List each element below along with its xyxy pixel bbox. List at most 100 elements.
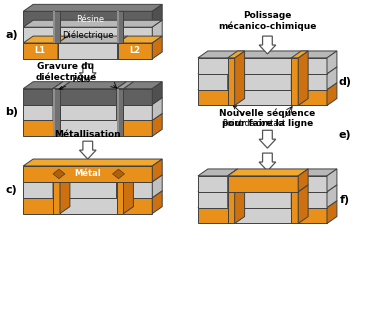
Polygon shape (235, 67, 301, 74)
Polygon shape (124, 89, 152, 105)
Polygon shape (23, 191, 68, 198)
Text: e): e) (338, 130, 351, 140)
Polygon shape (152, 159, 162, 182)
Polygon shape (53, 11, 55, 43)
Polygon shape (259, 130, 276, 148)
Text: Point de contact: Point de contact (223, 106, 285, 128)
Polygon shape (327, 185, 337, 208)
Polygon shape (116, 89, 119, 136)
Polygon shape (152, 97, 162, 120)
Polygon shape (198, 58, 327, 74)
Polygon shape (23, 198, 58, 214)
Text: d): d) (338, 77, 351, 87)
Polygon shape (235, 185, 244, 224)
Polygon shape (228, 67, 238, 90)
Text: Polissage
mécanico-chimique: Polissage mécanico-chimique (218, 11, 316, 31)
Polygon shape (23, 113, 68, 120)
Polygon shape (124, 182, 152, 198)
Text: Nouvelle séquence
pour faire la ligne: Nouvelle séquence pour faire la ligne (219, 109, 316, 128)
Polygon shape (117, 113, 127, 136)
Polygon shape (23, 175, 63, 182)
Polygon shape (233, 208, 292, 224)
Polygon shape (327, 51, 337, 74)
Polygon shape (124, 105, 152, 120)
Polygon shape (116, 97, 127, 120)
Polygon shape (152, 191, 162, 214)
Polygon shape (292, 83, 337, 90)
Polygon shape (53, 82, 63, 105)
Polygon shape (228, 58, 235, 106)
Polygon shape (124, 82, 162, 89)
Polygon shape (152, 4, 162, 27)
Polygon shape (58, 191, 68, 214)
Polygon shape (327, 169, 337, 192)
Polygon shape (53, 169, 65, 179)
Polygon shape (116, 11, 124, 43)
Polygon shape (298, 185, 308, 224)
Polygon shape (152, 175, 162, 198)
Polygon shape (233, 83, 243, 106)
Polygon shape (198, 169, 238, 176)
Text: c): c) (5, 185, 17, 195)
Polygon shape (198, 74, 228, 90)
Polygon shape (58, 120, 117, 136)
Polygon shape (198, 185, 238, 192)
Polygon shape (198, 201, 243, 208)
Polygon shape (23, 27, 152, 43)
Polygon shape (152, 36, 162, 59)
Polygon shape (117, 191, 127, 214)
Polygon shape (116, 82, 127, 105)
Polygon shape (198, 67, 238, 74)
Polygon shape (23, 159, 162, 166)
Polygon shape (53, 82, 70, 89)
Polygon shape (233, 90, 292, 106)
Polygon shape (228, 185, 238, 208)
Polygon shape (23, 166, 152, 182)
Polygon shape (228, 51, 244, 58)
Polygon shape (235, 51, 244, 106)
Polygon shape (298, 169, 337, 176)
Polygon shape (23, 4, 162, 11)
Polygon shape (298, 67, 337, 74)
Polygon shape (152, 82, 162, 105)
Polygon shape (58, 198, 117, 214)
Polygon shape (298, 74, 327, 90)
Polygon shape (23, 36, 68, 43)
Polygon shape (116, 11, 119, 43)
Polygon shape (152, 20, 162, 43)
Text: Gravure du
diélectrique: Gravure du diélectrique (35, 62, 97, 82)
Polygon shape (23, 105, 53, 120)
Polygon shape (60, 105, 116, 120)
Polygon shape (116, 175, 127, 198)
Polygon shape (23, 89, 53, 105)
Polygon shape (117, 43, 152, 59)
Polygon shape (23, 97, 63, 105)
Polygon shape (235, 192, 291, 208)
Polygon shape (228, 169, 308, 176)
Text: a): a) (5, 30, 18, 40)
Polygon shape (292, 83, 302, 106)
Polygon shape (60, 182, 116, 198)
Polygon shape (117, 120, 152, 136)
Text: b): b) (5, 108, 18, 117)
Polygon shape (233, 201, 243, 224)
Polygon shape (23, 120, 58, 136)
Polygon shape (298, 192, 327, 208)
Polygon shape (58, 113, 68, 136)
Polygon shape (23, 11, 152, 27)
Polygon shape (117, 113, 162, 120)
Polygon shape (228, 169, 238, 192)
Polygon shape (53, 11, 60, 43)
Polygon shape (116, 89, 124, 136)
Polygon shape (291, 67, 301, 90)
Polygon shape (228, 176, 298, 192)
Polygon shape (60, 82, 127, 89)
Polygon shape (198, 90, 233, 106)
Polygon shape (116, 182, 124, 214)
Polygon shape (298, 176, 327, 192)
Polygon shape (292, 201, 337, 208)
Polygon shape (53, 182, 60, 214)
Polygon shape (327, 201, 337, 224)
Polygon shape (235, 185, 301, 192)
Text: L1: L1 (34, 47, 45, 55)
